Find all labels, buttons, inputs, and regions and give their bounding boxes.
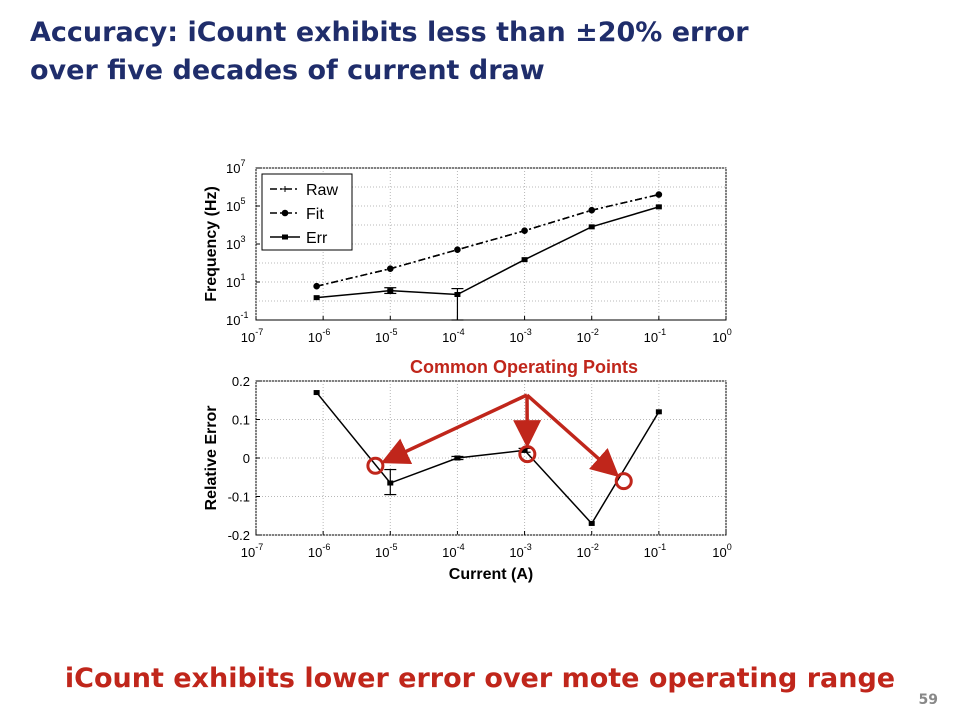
data-point-fit [386, 265, 394, 273]
slide-title-line-2: over five decades of current draw [30, 55, 545, 86]
series-line-err [316, 206, 660, 299]
annotation-label: Common Operating Points [410, 357, 638, 377]
data-point-fit [454, 246, 461, 254]
operating-point-circle [614, 472, 633, 491]
data-point-fit [313, 282, 320, 290]
data-point-0 [313, 390, 320, 396]
data-point-err [521, 257, 528, 263]
x-tick-label: 10-7 [241, 542, 263, 560]
series-line-0 [316, 392, 660, 525]
y-tick-label: 101 [226, 272, 245, 290]
data-point-fit [588, 206, 596, 214]
legend-marker [282, 234, 288, 240]
y-tick-label: 0.2 [232, 374, 250, 389]
common-operating-points-annotation: Common Operating Points [366, 357, 638, 491]
y-tick-label: 105 [226, 196, 245, 214]
x-tick-label: 100 [712, 542, 731, 560]
legend-entry: Fit [306, 206, 324, 223]
y-tick-label: 103 [226, 234, 245, 252]
data-point-err [313, 295, 320, 301]
conclusion-text: iCount exhibits lower error over mote op… [64, 663, 896, 694]
x-tick-label: 10-5 [375, 327, 397, 345]
legend-marker [281, 209, 289, 217]
legend-entry: Raw [306, 182, 338, 199]
y-tick-label: 0 [243, 451, 250, 466]
annotation-arrow [525, 393, 620, 478]
y-tick-label: -0.1 [228, 490, 250, 505]
y-tick-label: -0.2 [228, 528, 250, 543]
data-point-err [588, 224, 595, 230]
annotation-arrow [380, 393, 528, 465]
data-point-fit [655, 191, 663, 198]
x-tick-label: 10-5 [375, 542, 397, 560]
operating-point-circle [518, 445, 537, 464]
legend: Raw Fit Err [261, 173, 353, 251]
series-line-fit [316, 193, 660, 287]
data-point-0 [588, 520, 595, 526]
x-tick-label: 10-3 [509, 327, 531, 345]
x-tick-label: 10-4 [442, 327, 464, 345]
operating-point-circle [366, 456, 385, 475]
x-tick-label: 10-1 [644, 542, 666, 560]
data-point-fit [521, 227, 528, 235]
y-tick-label: 107 [226, 158, 245, 176]
y-axis-label: Relative Error [203, 406, 220, 511]
legend-entry: Err [306, 230, 328, 247]
x-tick-label: 10-2 [576, 542, 598, 560]
frequency-chart: 10-7 10-6 10-5 10-4 10-3 10-2 10-1 100 10-1 101 10… [203, 158, 732, 345]
x-axis-label: Current (A) [449, 566, 533, 583]
page-number: 59 [918, 692, 938, 708]
x-tick-label: 10-6 [308, 542, 330, 560]
slide-title: Accuracy: iCount exhibits less than ±20%… [30, 14, 930, 90]
x-tick-label: 100 [712, 327, 731, 345]
legend-marker [282, 186, 288, 192]
slide-title-line-1: Accuracy: iCount exhibits less than ±20%… [30, 17, 749, 48]
y-tick-label: 10-1 [226, 310, 248, 328]
x-tick-label: 10-2 [576, 327, 598, 345]
y-tick-label: 0.1 [232, 413, 250, 428]
x-tick-label: 10-4 [442, 542, 464, 560]
relative-error-chart: 10-7 10-6 10-5 10-4 10-3 10-2 10-1 100 -0.2 -0.1 0… [203, 374, 732, 583]
data-point-0 [655, 409, 662, 415]
x-tick-label: 10-3 [509, 542, 531, 560]
y-axis-label: Frequency (Hz) [203, 186, 220, 302]
x-tick-label: 10-7 [241, 327, 263, 345]
data-point-err [655, 204, 662, 210]
x-tick-label: 10-6 [308, 327, 330, 345]
x-tick-label: 10-1 [644, 327, 666, 345]
